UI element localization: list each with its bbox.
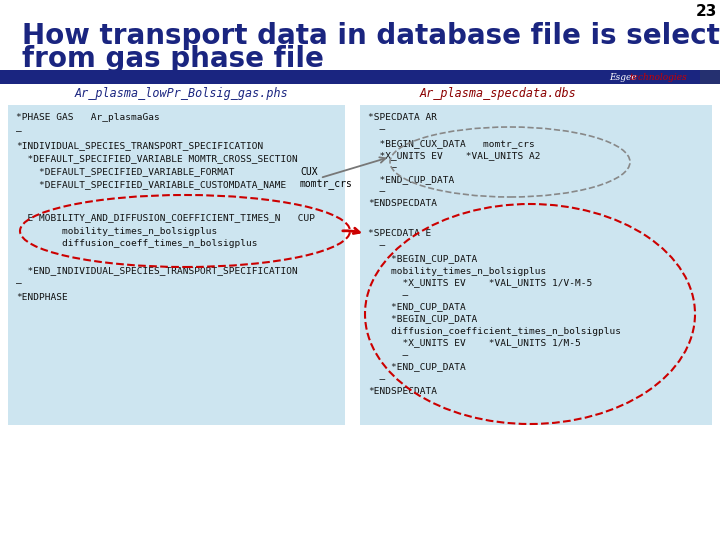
Text: –: – [368, 375, 385, 383]
Text: from gas phase file: from gas phase file [22, 45, 324, 73]
Text: Esgee: Esgee [609, 72, 639, 82]
Text: –: – [368, 240, 385, 249]
Bar [0, 70, 720, 84]
Text: *SPECDATA AR: *SPECDATA AR [368, 113, 437, 123]
Bar [700, 70, 720, 84]
Text: –: – [16, 280, 22, 288]
Text: *END_CUP_DATA: *END_CUP_DATA [368, 176, 454, 185]
Text: *DEFAULT_SPECIFIED_VARIABLE MOMTR_CROSS_SECTION: *DEFAULT_SPECIFIED_VARIABLE MOMTR_CROSS_… [16, 154, 298, 164]
Text: Ar_plasma_lowPr_Bolsig_gas.phs: Ar_plasma_lowPr_Bolsig_gas.phs [75, 86, 289, 99]
Text: *END_INDIVIDUAL_SPECIES_TRANSPORT_SPECIFICATION: *END_INDIVIDUAL_SPECIES_TRANSPORT_SPECIF… [16, 267, 298, 275]
Text: momtr_crs: momtr_crs [300, 180, 353, 190]
Text: mobility_times_n_bolsigplus: mobility_times_n_bolsigplus [16, 226, 217, 235]
Text: mobility_times_n_bolsigplus: mobility_times_n_bolsigplus [368, 267, 546, 275]
Text: Ar_plasma_specdata.dbs: Ar_plasma_specdata.dbs [420, 86, 577, 99]
Text: *DEFAULT_SPECIFIED_VARIABLE_CUSTOMDATA_NAME: *DEFAULT_SPECIFIED_VARIABLE_CUSTOMDATA_N… [16, 180, 287, 190]
Text: How transport data in database file is selected: How transport data in database file is s… [22, 22, 720, 50]
Text: *PHASE GAS   Ar_plasmaGas: *PHASE GAS Ar_plasmaGas [16, 113, 160, 123]
Bar [360, 105, 712, 425]
Text: *END_CUP_DATA: *END_CUP_DATA [368, 302, 466, 312]
Text: 23: 23 [696, 4, 716, 19]
Bar [8, 105, 345, 425]
Text: *BEGIN_CUX_DATA   momtr_crs: *BEGIN_CUX_DATA momtr_crs [368, 139, 535, 148]
Text: diffusion_coefficient_times_n_bolsigplus: diffusion_coefficient_times_n_bolsigplus [368, 327, 621, 335]
Text: diffusion_coeff_times_n_bolsigplus: diffusion_coeff_times_n_bolsigplus [16, 240, 258, 248]
Text: *X_UNITS EV    *VAL_UNITS 1/V-M-5: *X_UNITS EV *VAL_UNITS 1/V-M-5 [368, 279, 593, 287]
Text: *ENDSPECDATA: *ENDSPECDATA [368, 199, 437, 208]
Text: *END_CUP_DATA: *END_CUP_DATA [368, 362, 466, 372]
Text: –: – [368, 350, 408, 360]
Text: *BEGIN_CUP_DATA: *BEGIN_CUP_DATA [368, 314, 477, 323]
Text: –: – [368, 187, 385, 197]
Text: *X_UNITS EV    *VAL_UNITS 1/M-5: *X_UNITS EV *VAL_UNITS 1/M-5 [368, 339, 581, 348]
Text: technologies: technologies [629, 72, 687, 82]
Text: –: – [368, 125, 385, 134]
Text: CUX: CUX [300, 167, 318, 177]
Text: –: – [368, 291, 408, 300]
Text: –: – [368, 164, 397, 172]
Text: *SPECDATA E: *SPECDATA E [368, 228, 431, 238]
Text: *ENDSPECDATA: *ENDSPECDATA [368, 387, 437, 395]
Text: E MOBILITY_AND_DIFFUSION_COEFFICIENT_TIMES_N   CUP: E MOBILITY_AND_DIFFUSION_COEFFICIENT_TIM… [16, 213, 315, 222]
Text: *X_UNITS EV    *VAL_UNITS A2: *X_UNITS EV *VAL_UNITS A2 [368, 152, 541, 160]
Text: –: – [16, 127, 22, 137]
Text: *BEGIN_CUP_DATA: *BEGIN_CUP_DATA [368, 254, 477, 264]
Text: *DEFAULT_SPECIFIED_VARIABLE_FORMAT: *DEFAULT_SPECIFIED_VARIABLE_FORMAT [16, 167, 235, 177]
Text: *INDIVIDUAL_SPECIES_TRANSPORT_SPECIFICATION: *INDIVIDUAL_SPECIES_TRANSPORT_SPECIFICAT… [16, 141, 264, 151]
Text: *ENDPHASE: *ENDPHASE [16, 294, 68, 302]
